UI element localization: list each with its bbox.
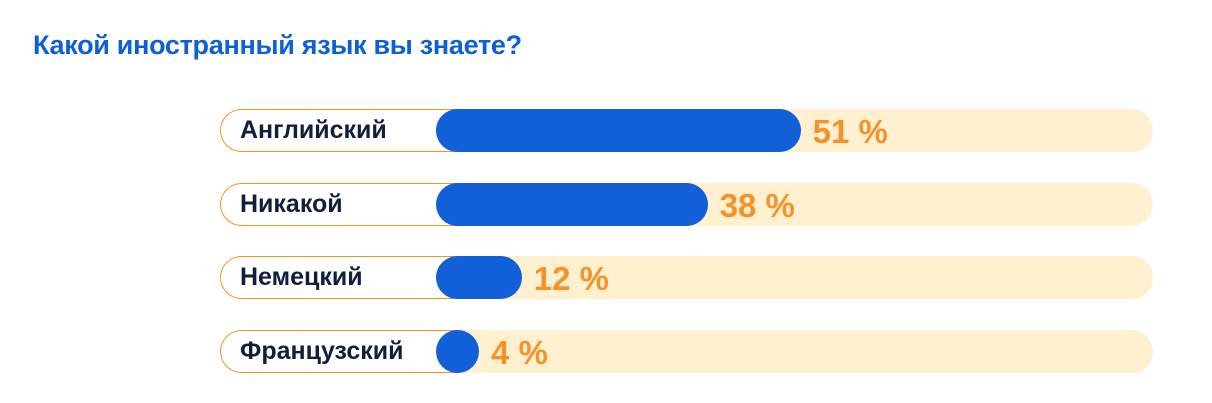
label-pill xyxy=(220,256,456,299)
bar-value: 12 % xyxy=(533,260,610,297)
chart-title: Какой иностранный язык вы знаете? xyxy=(33,30,522,60)
bar-label: Никакой xyxy=(240,190,343,218)
bar-row: Английский 51 % xyxy=(220,109,1153,152)
label-pill xyxy=(220,109,456,152)
bar-label: Английский xyxy=(240,116,387,144)
bar-row: Французский 4 % xyxy=(220,330,1153,373)
bar-fill xyxy=(436,330,479,373)
bar-value: 4 % xyxy=(491,334,548,371)
bar-value: 51 % xyxy=(812,113,888,150)
bar-value: 38 % xyxy=(719,187,795,224)
label-pill xyxy=(220,330,456,373)
bar-label: Немецкий xyxy=(240,263,363,291)
bar-fill xyxy=(436,256,522,299)
bar-label: Французский xyxy=(240,337,404,365)
label-pill xyxy=(220,183,456,226)
bar-fill xyxy=(436,109,801,152)
bar-fill xyxy=(436,183,708,226)
bar-row: Никакой 38 % xyxy=(220,183,1153,226)
bar-row: Немецкий 12 % xyxy=(220,256,1153,299)
